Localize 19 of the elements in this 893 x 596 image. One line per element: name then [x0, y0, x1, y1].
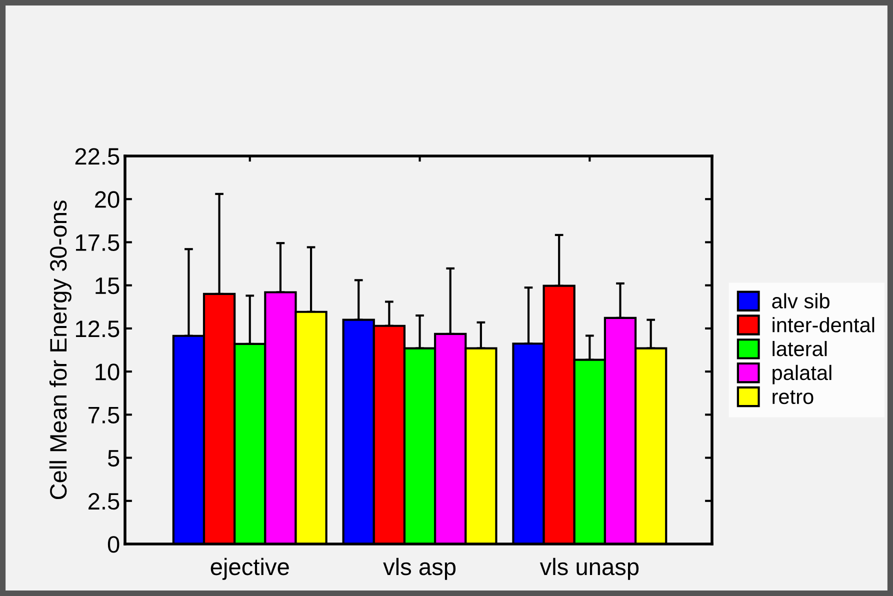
- y-tick-label: 17.5: [76, 234, 120, 252]
- legend-label: retro: [772, 390, 814, 404]
- legend-label: palatal: [772, 364, 832, 384]
- legend-label: alv sib: [772, 293, 830, 308]
- legend-label: inter-dental: [772, 317, 874, 332]
- x-tick-label: vls asp: [383, 558, 456, 580]
- x-tick-label: ejective: [210, 558, 289, 580]
- y-tick-label: 12.5: [76, 320, 120, 338]
- y-tick-label: 20: [95, 191, 120, 208]
- x-tick-label: vls unasp: [540, 558, 639, 580]
- y-tick-label: 5: [108, 450, 120, 467]
- y-tick-label: 10: [96, 364, 120, 380]
- y-tick-label: 0: [108, 536, 120, 553]
- y-tick-label: 7.5: [88, 406, 120, 424]
- y-axis-title: Cell Mean for Energy 30-ons: [49, 200, 72, 500]
- legend-label: lateral: [772, 340, 827, 356]
- y-tick-label: 15: [96, 278, 120, 294]
- y-tick-label: 2.5: [88, 492, 120, 510]
- y-tick-label: 22.5: [75, 148, 120, 165]
